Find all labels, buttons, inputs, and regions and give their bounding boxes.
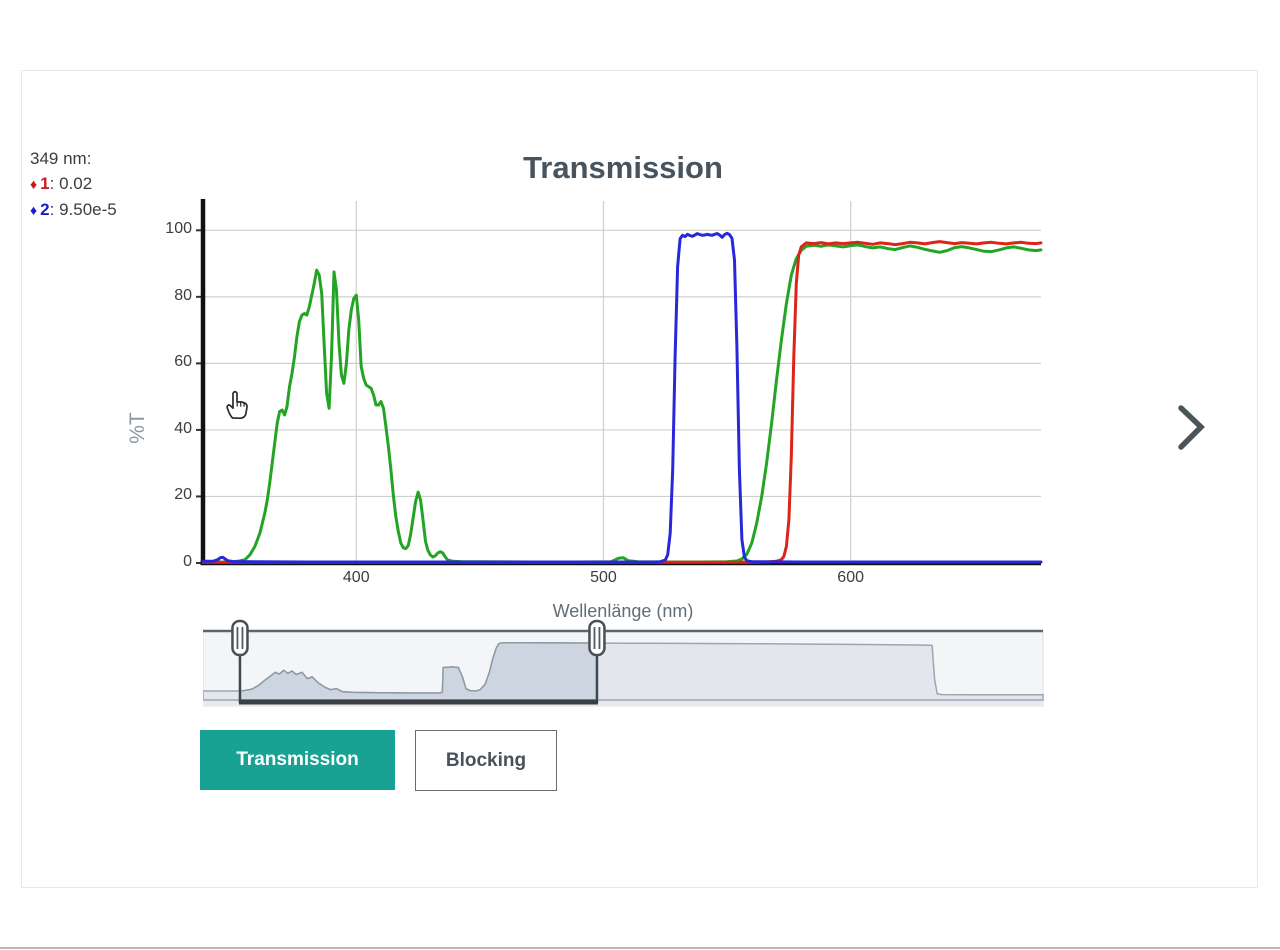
y-tick-label: 60 [174, 353, 192, 371]
tooltip-wavelength: 349 nm: [30, 149, 92, 168]
hover-tooltip: 349 nm: ♦ 1: 0.02 ♦ 2: 9.50e-5 [30, 146, 117, 223]
tooltip-series-1-label: 1 [40, 174, 50, 193]
tooltip-series-2-label: 2 [40, 200, 50, 219]
series-1-curve [201, 240, 1043, 564]
tooltip-series-1: ♦ 1: 0.02 [30, 171, 117, 197]
y-tick-label: 80 [174, 286, 192, 304]
x-tick-label: 400 [342, 569, 370, 586]
minimap-baseline-strip [203, 700, 1043, 706]
series-2-diamond-icon: ♦ [30, 202, 38, 218]
transmission-plot[interactable] [195, 195, 1047, 577]
tooltip-series-1-value: : 0.02 [49, 174, 93, 193]
x-tick-label: 600 [837, 569, 864, 586]
x-axis-label: Wellenlänge (nm) [552, 601, 694, 621]
series-2-curve [201, 231, 1043, 564]
y-tick-label: 100 [165, 220, 192, 238]
y-tick-label: 40 [174, 419, 192, 437]
blocking-button[interactable]: Blocking [415, 730, 557, 791]
chart-title: Transmission [523, 150, 723, 185]
minimap-area-selected [239, 641, 597, 701]
series-1-diamond-icon: ♦ [30, 176, 38, 192]
transmission-button[interactable]: Transmission [200, 730, 395, 790]
minimap-handle-left[interactable] [231, 619, 249, 657]
wavelength-range-minimap[interactable] [203, 618, 1045, 712]
minimap-handle-right[interactable] [588, 619, 606, 657]
next-chevron-icon[interactable] [1176, 404, 1208, 452]
tooltip-series-2: ♦ 2: 9.50e-5 [30, 197, 117, 223]
page-bottom-divider [0, 947, 1280, 949]
x-tick-label: 500 [590, 569, 617, 586]
series-3-curve [201, 243, 1043, 564]
tooltip-series-2-value: : 9.50e-5 [49, 200, 117, 219]
y-tick-label: 20 [174, 486, 192, 504]
y-tick-label: 0 [183, 553, 192, 570]
